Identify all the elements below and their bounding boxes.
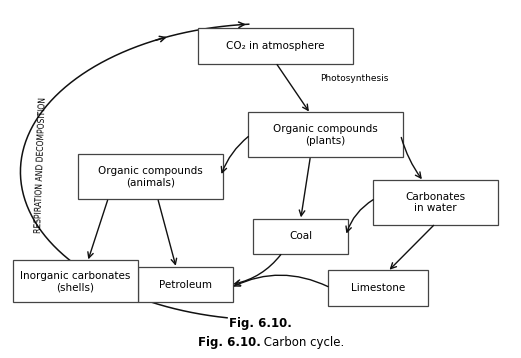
FancyBboxPatch shape — [78, 154, 223, 199]
FancyBboxPatch shape — [253, 218, 348, 254]
Text: Limestone: Limestone — [351, 283, 405, 293]
FancyBboxPatch shape — [373, 180, 498, 225]
Text: Carbon cycle.: Carbon cycle. — [260, 336, 345, 349]
FancyBboxPatch shape — [248, 112, 403, 157]
FancyBboxPatch shape — [328, 270, 428, 305]
Text: Organic compounds
(animals): Organic compounds (animals) — [98, 166, 203, 188]
Text: CO₂ in atmosphere: CO₂ in atmosphere — [226, 41, 325, 51]
FancyBboxPatch shape — [198, 29, 353, 64]
Text: RESPIRATION AND DECOMPOSITION: RESPIRATION AND DECOMPOSITION — [33, 97, 47, 233]
Text: Photosynthesis: Photosynthesis — [320, 74, 389, 83]
Text: Fig. 6.10.: Fig. 6.10. — [229, 317, 292, 330]
Text: Organic compounds
(plants): Organic compounds (plants) — [273, 124, 378, 146]
FancyBboxPatch shape — [138, 267, 233, 302]
Text: Coal: Coal — [289, 231, 312, 241]
Text: Carbonates
in water: Carbonates in water — [405, 192, 466, 213]
Text: Petroleum: Petroleum — [159, 280, 212, 290]
FancyBboxPatch shape — [13, 260, 138, 302]
Text: Fig. 6.10. Carbon cycle.: Fig. 6.10. Carbon cycle. — [191, 317, 330, 330]
Text: Fig. 6.10.: Fig. 6.10. — [197, 336, 260, 349]
Text: Inorganic carbonates
(shells): Inorganic carbonates (shells) — [20, 271, 131, 292]
